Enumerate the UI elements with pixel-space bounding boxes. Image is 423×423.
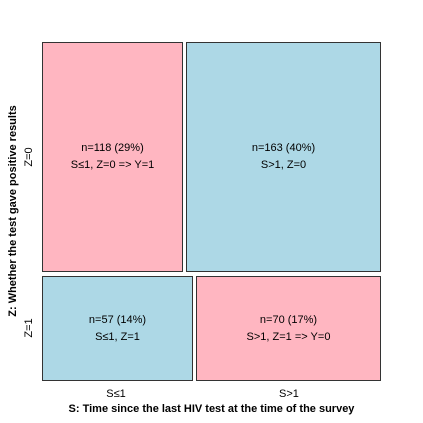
cell-rule-label: S>1, Z=0 [260, 159, 307, 171]
mosaic-cell-s-gt1-z1: n=70 (17%) S>1, Z=1 => Y=0 [196, 276, 381, 381]
y-tick-label-z1: Z=1 [23, 318, 35, 338]
cell-count-label: n=163 (40%) [251, 142, 316, 154]
cell-rule-label: S>1, Z=1 => Y=0 [246, 330, 331, 343]
mosaic-cell-s-gt1-z0: n=163 (40%) S>1, Z=0 [186, 42, 381, 272]
cell-count-label: n=57 (14%) [88, 313, 147, 326]
mosaic-cell-s-le1-z0: n=118 (29%) S≤1, Z=0 => Y=1 [42, 42, 183, 272]
x-axis-label: S: Time since the last HIV test at the t… [68, 403, 355, 415]
mosaic-cell-s-le1-z1: n=57 (14%) S≤1, Z=1 [42, 276, 193, 381]
y-axis-label: Z: Whether the test gave positive result… [7, 105, 19, 317]
y-tick-label-z0: Z=0 [23, 147, 35, 167]
cell-count-label: n=118 (29%) [81, 142, 144, 154]
cell-rule-label: S≤1, Z=0 => Y=1 [70, 159, 155, 171]
x-tick-label-s-le1: S≤1 [106, 388, 126, 400]
cell-rule-label: S≤1, Z=1 [95, 330, 140, 343]
x-tick-label-s-gt1: S>1 [279, 388, 299, 400]
cell-count-label: n=70 (17%) [259, 313, 318, 326]
